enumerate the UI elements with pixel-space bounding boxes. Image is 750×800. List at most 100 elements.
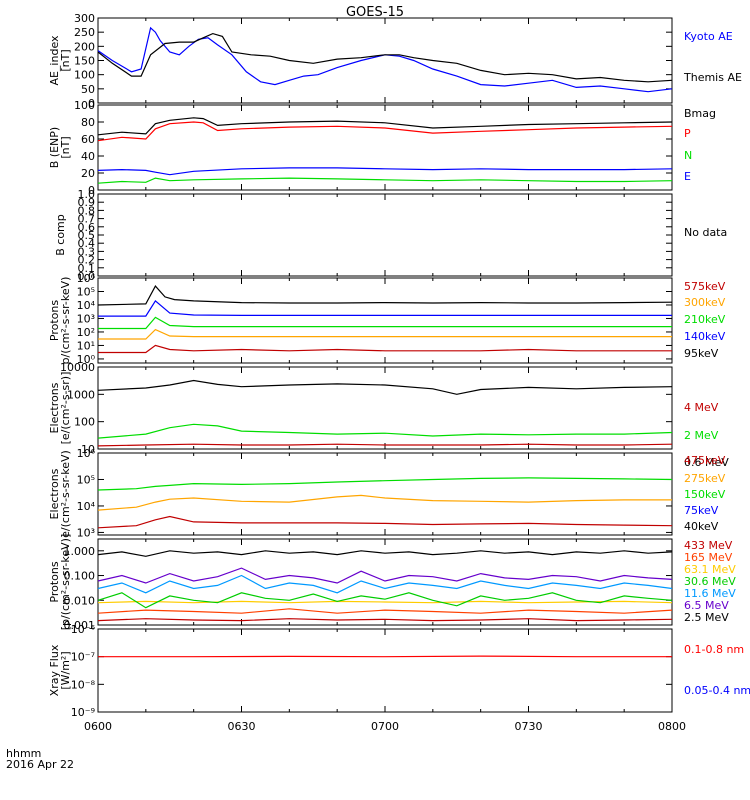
legend-entry: 575keV xyxy=(684,280,726,293)
series-line-0-1-0-8-nm xyxy=(98,655,672,658)
legend-entry: N xyxy=(684,149,692,162)
series-line-165-mev xyxy=(97,608,673,614)
legend-entry: 275keV xyxy=(684,472,726,485)
panel-frame xyxy=(97,452,673,536)
series-line-bmag xyxy=(97,117,673,136)
y-tick-label: 10⁻⁷ xyxy=(71,651,95,664)
legend-entry: 11.6 MeV xyxy=(684,587,736,600)
panel-frame xyxy=(97,193,673,277)
x-axis: 0600 0630 0700 0730 0800 xyxy=(84,720,686,733)
y-tick-label: 10⁴ xyxy=(77,299,96,312)
y-axis-label: [nT] xyxy=(59,136,72,158)
y-axis-label: [W/m²] xyxy=(59,651,72,689)
series-line-30-6-mev xyxy=(97,592,673,609)
legend-entry: 300keV xyxy=(684,296,726,309)
y-tick-label: 250 xyxy=(74,26,95,39)
y-tick-label: 60 xyxy=(81,133,95,146)
legend-entry: Themis AE xyxy=(683,71,742,84)
legend-entry: 0.05-0.4 nm xyxy=(684,684,750,697)
y-tick-label: 0.9 xyxy=(78,196,96,209)
series-line-150kev xyxy=(97,477,673,491)
y-tick-label: 0.001 xyxy=(64,619,96,632)
y-tick-label: 0.2 xyxy=(78,254,96,267)
legend-entry: E xyxy=(684,170,691,183)
y-axis-label: Xray Flux xyxy=(48,644,61,696)
y-tick-label: 10⁻⁹ xyxy=(71,706,95,719)
y-tick-label: 100 xyxy=(74,99,95,112)
y-axis-label: Electrons xyxy=(48,382,61,433)
legend-entry: 0.6 MeV xyxy=(684,456,729,469)
y-axis-label: [e/(cm²-s-sr)] xyxy=(59,372,72,445)
y-tick-label: 10⁻⁸ xyxy=(71,678,96,691)
legend-entry: 30.6 MeV xyxy=(684,575,736,588)
y-tick-label: 10⁴ xyxy=(77,500,96,513)
y-tick-label: 10⁶ xyxy=(77,447,96,460)
series-line-63-1-mev xyxy=(97,600,673,604)
x-tick-label: 0700 xyxy=(371,720,399,733)
y-tick-label: 200 xyxy=(74,40,95,53)
x-tick-label: 0630 xyxy=(228,720,256,733)
legend-entry: 165 MeV xyxy=(684,551,733,564)
y-tick-label: 40 xyxy=(81,150,95,163)
y-tick-label: 10⁵ xyxy=(77,473,95,486)
y-tick-label: 1.000 xyxy=(64,545,96,558)
legend-entry: P xyxy=(684,127,691,140)
y-axis-label: e/(cm²-s-sr-keV) xyxy=(59,450,72,538)
series-line-433-mev xyxy=(97,618,673,622)
panel-frame xyxy=(97,366,673,450)
y-axis-label: [nT] xyxy=(59,49,72,71)
panel-frame xyxy=(97,17,673,104)
legend-entry: 475keV xyxy=(684,454,726,467)
y-tick-label: 0.5 xyxy=(78,229,96,242)
y-tick-label: 0 xyxy=(88,97,95,110)
y-tick-label: 300 xyxy=(74,12,95,25)
y-tick-label: 100 xyxy=(74,69,95,82)
legend-entry: 75keV xyxy=(684,504,719,517)
y-tick-label: 150 xyxy=(74,55,95,68)
panel-3: 0.00.10.20.30.40.50.60.70.80.91.0 B comp N… xyxy=(54,188,727,283)
y-tick-label: 10⁶ xyxy=(77,272,96,285)
y-axis-label: B comp xyxy=(54,214,67,256)
series-line-11-6-mev xyxy=(97,574,673,594)
y-tick-label: 0.7 xyxy=(78,213,96,226)
series-line-0-6-mev xyxy=(97,379,673,395)
y-axis-label: [p/(cm²-s-sr-keV)] xyxy=(59,534,72,631)
series-line-2-mev xyxy=(97,423,673,439)
series-line-2-5-mev xyxy=(97,550,673,557)
legend-entry: 4 MeV xyxy=(684,401,719,414)
x-tick-label: 0600 xyxy=(84,720,112,733)
y-tick-label: 0.4 xyxy=(78,237,96,250)
y-tick-label: 10000 xyxy=(60,361,95,374)
y-tick-label: 50 xyxy=(81,83,95,96)
y-tick-label: 0.1 xyxy=(78,262,96,275)
series-line-e xyxy=(97,167,673,176)
y-tick-label: 10² xyxy=(77,326,95,339)
y-tick-label: 0.3 xyxy=(78,245,96,258)
y-tick-label: 10⁻⁶ xyxy=(71,623,96,636)
legend-entry: 63.1 MeV xyxy=(684,563,736,576)
legend-entry: 150keV xyxy=(684,488,726,501)
series-line-kyoto-ae xyxy=(97,26,673,93)
y-axis-label: Protons xyxy=(48,300,61,341)
series-line-themis-ae xyxy=(97,32,673,83)
series-line-95kev xyxy=(97,285,673,306)
y-tick-label: 10⁵ xyxy=(77,285,95,298)
y-axis-label: Electrons xyxy=(48,468,61,519)
panel-frame xyxy=(97,104,673,191)
y-tick-label: 0 xyxy=(88,184,95,197)
series-line-6-5-mev xyxy=(97,567,673,584)
legend-entry: 433 MeV xyxy=(684,539,733,552)
panel-frame xyxy=(97,628,673,713)
y-tick-label: 0.010 xyxy=(64,594,96,607)
y-tick-label: 0.8 xyxy=(78,204,96,217)
legend-entry: No data xyxy=(684,226,727,239)
legend-entry: 140keV xyxy=(684,330,726,343)
y-axis-label: p/(cm²-s-sr-keV) xyxy=(59,277,72,365)
legend-entry: 2.5 MeV xyxy=(684,611,729,624)
series-line-p xyxy=(97,121,673,142)
y-tick-label: 80 xyxy=(81,116,95,129)
y-axis-label: B (ENP) xyxy=(48,127,61,168)
